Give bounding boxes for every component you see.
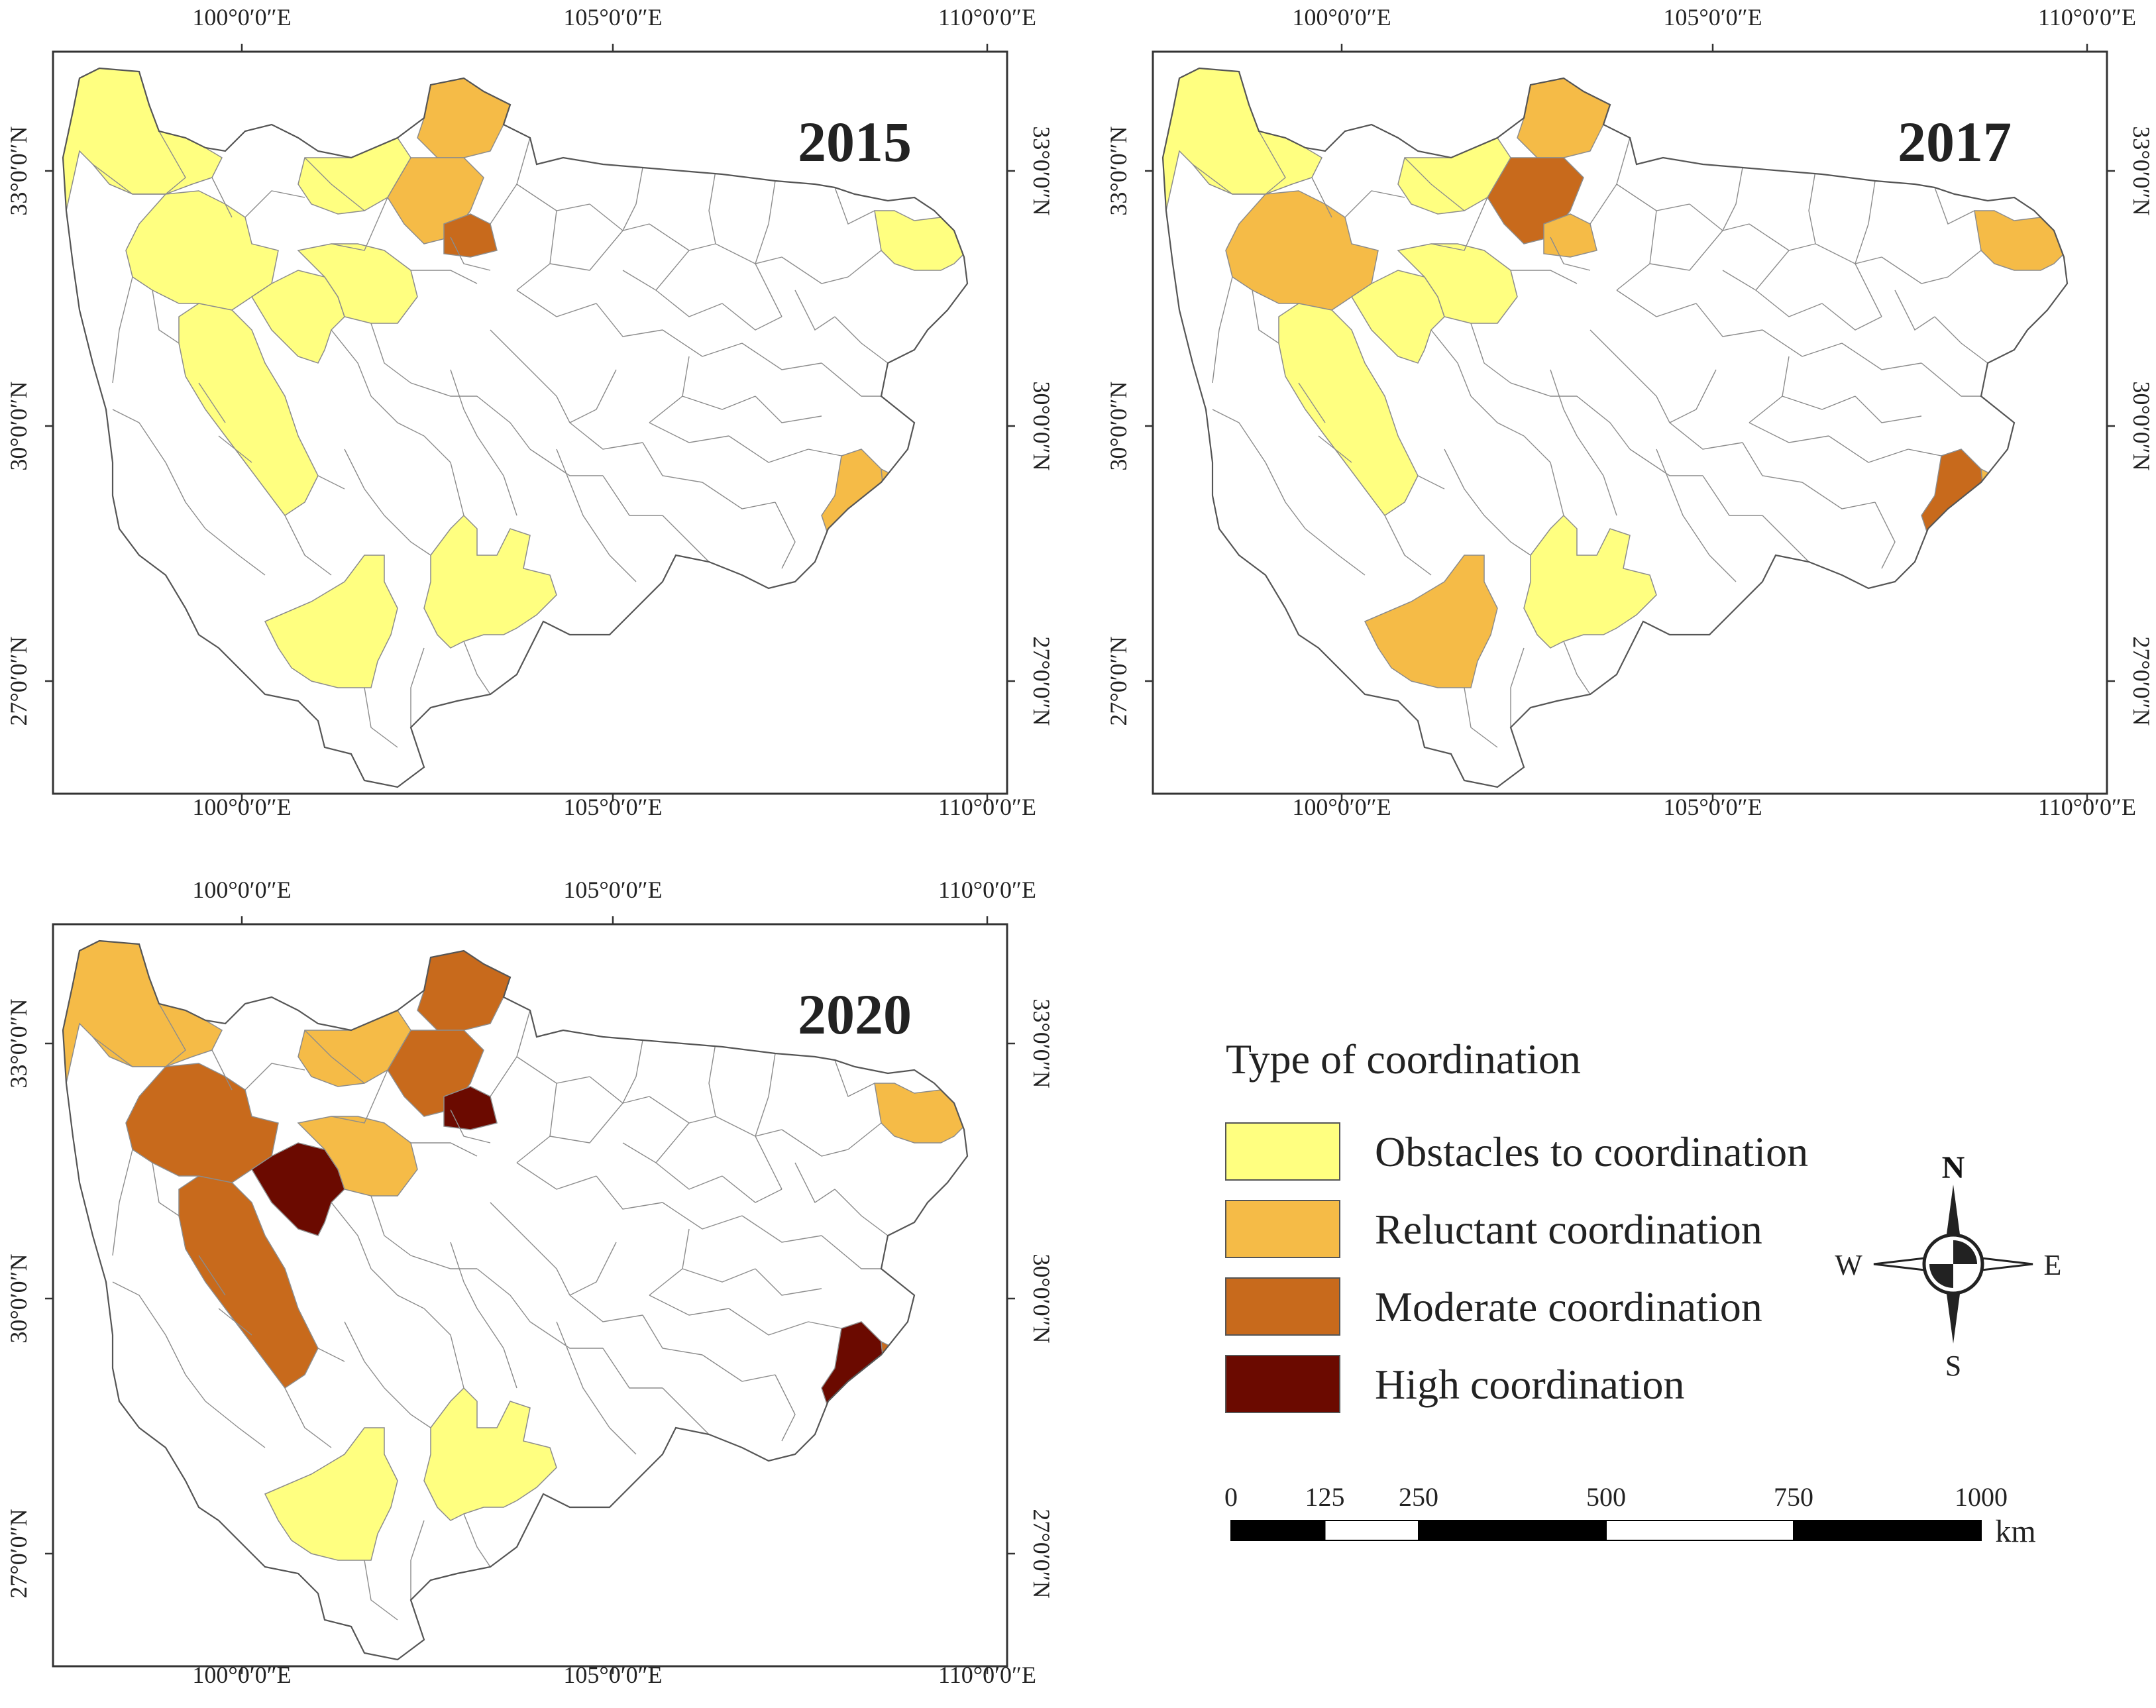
region-east-ne (874, 1083, 967, 1144)
lon-label-bottom: 100°0′0″E (192, 794, 291, 820)
region-north-small (443, 1086, 498, 1130)
lon-label-top: 100°0′0″E (192, 4, 291, 30)
scale-label: 750 (1774, 1482, 1813, 1512)
legend-swatch (1225, 1277, 1340, 1336)
legend-swatch (1225, 1122, 1340, 1181)
lon-label-bottom: 110°0′0″E (938, 1662, 1036, 1688)
region-north-small (443, 213, 498, 258)
scale-unit: km (1995, 1514, 2035, 1549)
lat-label-left: 30°0′0″N (5, 1254, 32, 1343)
legend-label: Obstacles to coordination (1375, 1128, 1808, 1175)
legend-label: High coordination (1375, 1361, 1684, 1408)
lat-label-right: 33°0′0″N (1028, 998, 1055, 1088)
region-south-west (1364, 555, 1498, 688)
lat-label-left: 33°0′0″N (5, 126, 32, 215)
scale-label: 500 (1586, 1482, 1626, 1512)
legend-title: Type of coordination (1226, 1036, 1581, 1083)
lon-label-top: 105°0′0″E (1663, 4, 1762, 30)
region-south-center (1523, 514, 1657, 649)
lon-label-top: 105°0′0″E (563, 4, 662, 30)
lon-label-top: 110°0′0″E (2038, 4, 2136, 30)
lon-label-bottom: 100°0′0″E (1292, 794, 1391, 820)
compass-w-label: W (1835, 1249, 1862, 1281)
lat-label-left: 27°0′0″N (5, 636, 32, 725)
lat-label-left: 30°0′0″N (5, 381, 32, 470)
lat-label-right: 33°0′0″N (1028, 126, 1055, 215)
region-south-center (423, 514, 557, 649)
lat-label-right: 27°0′0″N (1028, 1509, 1055, 1598)
lon-label-top: 110°0′0″E (938, 877, 1036, 903)
lon-label-bottom: 105°0′0″E (563, 794, 662, 820)
region-east-ne (874, 210, 967, 271)
lon-label-top: 100°0′0″E (192, 877, 291, 903)
lat-label-right: 33°0′0″N (2128, 126, 2155, 215)
map-panel-2017: 2017 100°0′0″E 100°0′0″E 105°0′0″E 105°0′0″E… (1105, 4, 2155, 820)
lat-label-right: 27°0′0″N (1028, 636, 1055, 725)
lat-label-right: 30°0′0″N (1028, 1254, 1055, 1343)
scale-segment (1793, 1520, 1982, 1541)
lon-label-bottom: 110°0′0″E (938, 794, 1036, 820)
lon-label-bottom: 110°0′0″E (2038, 794, 2136, 820)
legend: Type of coordination Obstacles to coordin… (1225, 1036, 1808, 1413)
map-panel-2020: 2020 100°0′0″E 100°0′0″E 105°0′0″E 105°0′0″E… (5, 877, 1055, 1688)
scale-label: 250 (1399, 1482, 1438, 1512)
year-label: 2017 (1898, 110, 2012, 174)
legend-swatch (1225, 1200, 1340, 1258)
lon-label-bottom: 105°0′0″E (1663, 794, 1762, 820)
compass-e-label: E (2044, 1249, 2062, 1281)
legend-label: Reluctant coordination (1375, 1206, 1762, 1253)
scale-label: 1000 (1955, 1482, 2008, 1512)
scale-segment (1324, 1520, 1419, 1541)
map-panel-2015: 2015 100°0′0″E 100°0′0″E 105°0′0″E 105°0′0″E… (5, 4, 1055, 820)
scale-segment (1605, 1520, 1794, 1541)
legend-label: Moderate coordination (1375, 1283, 1762, 1330)
lat-label-right: 30°0′0″N (2128, 381, 2155, 470)
compass-s-label: S (1945, 1350, 1961, 1382)
legend-swatch (1225, 1355, 1340, 1413)
scale-segment (1230, 1520, 1326, 1541)
county-boundaries (92, 1003, 889, 1621)
lon-label-top: 105°0′0″E (563, 877, 662, 903)
scale-label: 0 (1224, 1482, 1238, 1512)
compass-n-label: N (1942, 1150, 1965, 1185)
lat-label-left: 27°0′0″N (1105, 636, 1132, 725)
lat-label-right: 27°0′0″N (2128, 636, 2155, 725)
lat-label-left: 33°0′0″N (5, 998, 32, 1088)
year-label: 2020 (798, 983, 912, 1046)
lat-label-left: 27°0′0″N (5, 1509, 32, 1598)
region-central-b (1397, 243, 1518, 324)
lat-label-right: 30°0′0″N (1028, 381, 1055, 470)
lat-label-left: 33°0′0″N (1105, 126, 1132, 215)
region-central-b (297, 1116, 418, 1197)
lon-label-bottom: 100°0′0″E (192, 1662, 291, 1688)
region-east-ne (1974, 210, 2067, 271)
lon-label-top: 100°0′0″E (1292, 4, 1391, 30)
county-boundaries (92, 131, 889, 748)
lon-label-top: 110°0′0″E (938, 4, 1036, 30)
lat-label-left: 30°0′0″N (1105, 381, 1132, 470)
county-boundaries (1192, 131, 1988, 748)
scale-label: 125 (1305, 1482, 1345, 1512)
region-south-west (264, 1427, 398, 1561)
lon-label-bottom: 105°0′0″E (563, 1662, 662, 1688)
year-label: 2015 (798, 110, 912, 174)
north-arrow-compass: N S W E (1835, 1150, 2061, 1382)
scale-segment (1418, 1520, 1607, 1541)
region-central-b (297, 243, 418, 324)
region-south-west (264, 555, 398, 688)
region-south-center (423, 1387, 557, 1521)
region-north-small (1543, 213, 1597, 258)
